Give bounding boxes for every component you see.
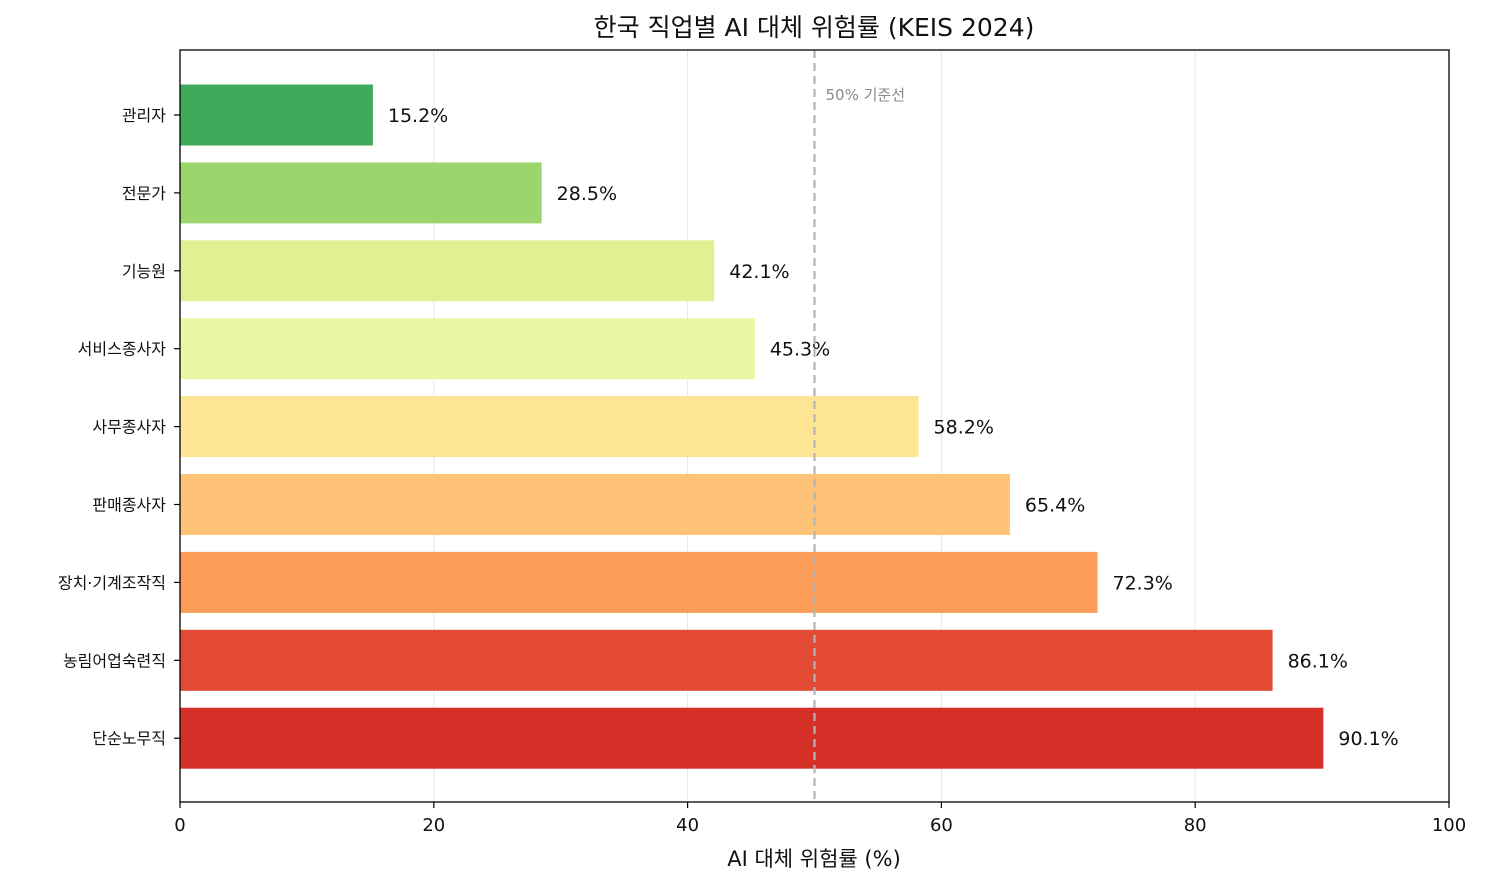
x-tick-label: 80 [1184,815,1207,836]
bar [180,162,542,224]
bar [180,318,755,380]
bar [180,240,715,302]
reference-line-group: 50% 기준선 [813,50,906,802]
bar [180,707,1324,769]
x-axis: 0 20 40 60 80 100 [174,802,1466,836]
x-tick-label: 40 [676,815,699,836]
y-tick-label: 기능원 [122,262,166,281]
y-tick-label: 판매종사자 [92,496,166,515]
y-tick-label: 관리자 [122,106,166,125]
y-tick-label: 전문가 [122,184,166,203]
data-label: 45.3% [770,339,830,361]
y-tick-label: 서비스종사자 [78,340,167,359]
y-tick-label: 농림어업숙련직 [63,651,166,670]
data-label: 28.5% [557,183,617,205]
bar [180,84,373,146]
x-tick-label: 20 [422,815,445,836]
data-label: 86.1% [1288,650,1348,672]
data-label: 72.3% [1112,572,1172,594]
data-label: 15.2% [388,105,448,127]
x-tick-label: 100 [1432,815,1466,836]
y-tick-label: 단순노무직 [92,729,166,748]
y-tick-label: 사무종사자 [92,418,166,437]
data-label: 58.2% [934,417,994,439]
data-label: 90.1% [1338,728,1398,750]
y-axis: 관리자전문가기능원서비스종사자사무종사자판매종사자장치·기계조작직농림어업숙련직… [58,106,180,748]
bar [180,551,1098,613]
data-label: 42.1% [729,261,789,283]
reference-line-label: 50% 기준선 [826,86,906,104]
data-label: 65.4% [1025,495,1085,517]
bar [180,396,919,458]
bar [180,474,1010,535]
x-tick-label: 60 [930,815,953,836]
x-axis-label: AI 대체 위험률 (%) [727,847,901,871]
chart-title: 한국 직업별 AI 대체 위험률 (KEIS 2024) [594,13,1035,42]
bar [180,629,1273,691]
x-tick-label: 0 [174,815,185,836]
bars: 15.2% 28.5% 42.1% 45.3% 58.2% 65.4% 72.3% 86.1%… [180,84,1399,769]
y-tick-label: 장치·기계조작직 [58,573,166,592]
